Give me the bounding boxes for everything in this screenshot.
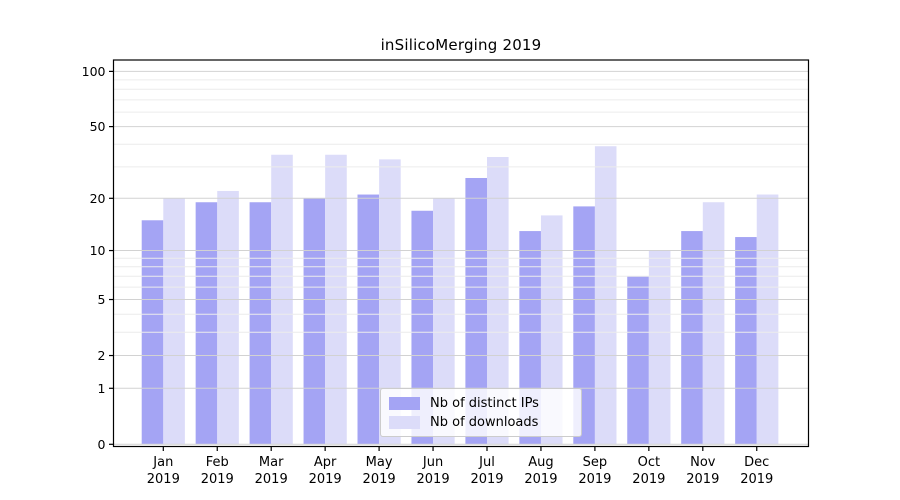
- x-tick-label-year: 2019: [632, 472, 665, 487]
- bar-downloads: [648, 250, 671, 445]
- legend-label-distinct-ips: Nb of distinct IPs: [430, 396, 539, 411]
- legend: Nb of distinct IPs Nb of downloads: [380, 388, 582, 437]
- bar-downloads: [433, 198, 455, 445]
- x-tick-label-month: Jul: [478, 455, 495, 470]
- x-tick-label-year: 2019: [417, 472, 450, 487]
- bar-downloads: [163, 198, 185, 445]
- x-tick-label-month: Feb: [206, 455, 229, 470]
- y-tick-label: 1: [98, 381, 106, 396]
- x-tick-label-month: Jun: [422, 455, 443, 470]
- x-tick-label-year: 2019: [363, 472, 396, 487]
- y-tick-label: 100: [82, 64, 106, 79]
- x-tick-label-month: Oct: [638, 455, 660, 470]
- x-tick-label-month: Dec: [744, 455, 769, 470]
- x-tick-label-month: Jan: [152, 455, 173, 470]
- x-tick-label-year: 2019: [578, 472, 611, 487]
- x-tick-label-year: 2019: [470, 472, 503, 487]
- bar-downloads: [487, 157, 509, 445]
- x-tick-label-month: May: [366, 455, 393, 470]
- legend-entry-distinct-ips: Nb of distinct IPs: [389, 395, 573, 412]
- x-tick-label-year: 2019: [740, 472, 773, 487]
- bar-downloads: [540, 215, 563, 445]
- y-tick-label: 0: [98, 437, 106, 452]
- x-tick-label-month: Nov: [690, 455, 716, 470]
- x-tick-label-year: 2019: [686, 472, 719, 487]
- x-tick-label-year: 2019: [147, 472, 180, 487]
- x-tick-label-month: Aug: [528, 455, 553, 470]
- bar-downloads: [702, 202, 725, 445]
- bar-distinct-ips: [627, 276, 649, 445]
- y-tick-label: 10: [90, 243, 106, 258]
- x-tick-label-year: 2019: [255, 472, 288, 487]
- bar-downloads: [217, 190, 239, 445]
- chart-title: inSilicoMerging 2019: [380, 36, 542, 54]
- bar-distinct-ips: [249, 202, 272, 445]
- x-tick-label-month: Sep: [583, 455, 608, 470]
- x-tick-label-year: 2019: [201, 472, 234, 487]
- x-tick-label-year: 2019: [309, 472, 342, 487]
- bar-distinct-ips: [681, 231, 703, 445]
- bar-distinct-ips: [195, 202, 218, 445]
- bar-downloads: [756, 194, 779, 445]
- bar-distinct-ips: [303, 198, 326, 445]
- x-tick-label-month: Mar: [259, 455, 284, 470]
- plot-border: [112, 59, 810, 448]
- bar-downloads: [379, 159, 401, 445]
- legend-label-downloads: Nb of downloads: [430, 415, 539, 430]
- bar-distinct-ips: [411, 210, 434, 445]
- legend-swatch-distinct-ips: [389, 397, 420, 410]
- legend-entry-downloads: Nb of downloads: [389, 414, 573, 431]
- bar-distinct-ips: [573, 206, 595, 445]
- bar-distinct-ips: [735, 237, 757, 445]
- bar-downloads: [594, 146, 617, 445]
- bar-distinct-ips: [465, 177, 487, 445]
- legend-swatch-downloads: [389, 416, 420, 429]
- y-tick-label: 2: [98, 348, 106, 363]
- y-tick-label: 20: [90, 191, 106, 206]
- x-tick-label-month: Apr: [314, 455, 337, 470]
- y-tick-label: 50: [90, 119, 106, 134]
- y-tick-label: 5: [98, 292, 106, 307]
- bar-distinct-ips: [357, 194, 380, 445]
- x-tick-label-year: 2019: [524, 472, 557, 487]
